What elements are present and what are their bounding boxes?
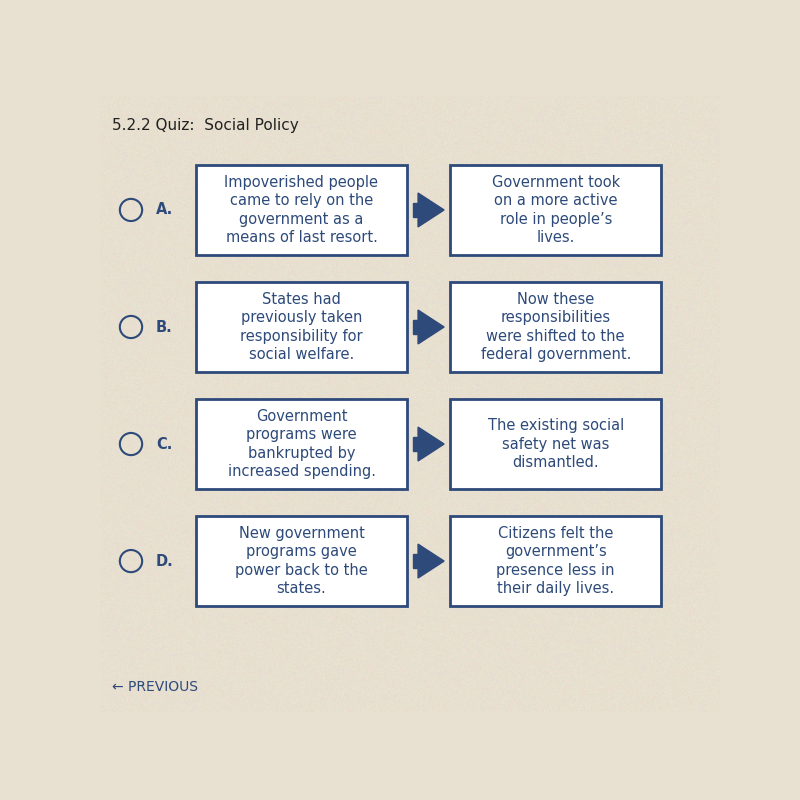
Text: Government
programs were
bankrupted by
increased spending.: Government programs were bankrupted by i… — [227, 409, 375, 479]
Text: A.: A. — [156, 202, 173, 218]
Text: B.: B. — [156, 319, 173, 334]
FancyBboxPatch shape — [450, 399, 661, 489]
Text: New government
programs gave
power back to the
states.: New government programs gave power back … — [235, 526, 368, 597]
Text: D.: D. — [156, 554, 174, 569]
Text: Citizens felt the
government’s
presence less in
their daily lives.: Citizens felt the government’s presence … — [497, 526, 615, 597]
Polygon shape — [418, 310, 444, 344]
FancyBboxPatch shape — [196, 282, 407, 372]
Polygon shape — [413, 438, 418, 451]
Polygon shape — [413, 203, 418, 217]
Polygon shape — [418, 427, 444, 461]
Text: 5.2.2 Quiz:  Social Policy: 5.2.2 Quiz: Social Policy — [112, 118, 299, 133]
Text: Government took
on a more active
role in people’s
lives.: Government took on a more active role in… — [491, 174, 620, 246]
Polygon shape — [418, 193, 444, 227]
Text: The existing social
safety net was
dismantled.: The existing social safety net was disma… — [487, 418, 624, 470]
Polygon shape — [413, 320, 418, 334]
Text: Impoverished people
came to rely on the
government as a
means of last resort.: Impoverished people came to rely on the … — [225, 174, 378, 246]
FancyBboxPatch shape — [196, 399, 407, 489]
FancyBboxPatch shape — [450, 282, 661, 372]
Text: C.: C. — [156, 437, 172, 451]
FancyBboxPatch shape — [196, 166, 407, 254]
Text: ← PREVIOUS: ← PREVIOUS — [112, 679, 198, 694]
FancyBboxPatch shape — [450, 166, 661, 254]
Text: Now these
responsibilities
were shifted to the
federal government.: Now these responsibilities were shifted … — [481, 292, 631, 362]
Polygon shape — [418, 544, 444, 578]
Text: States had
previously taken
responsibility for
social welfare.: States had previously taken responsibili… — [240, 292, 363, 362]
Polygon shape — [413, 554, 418, 568]
FancyBboxPatch shape — [450, 517, 661, 606]
FancyBboxPatch shape — [196, 517, 407, 606]
